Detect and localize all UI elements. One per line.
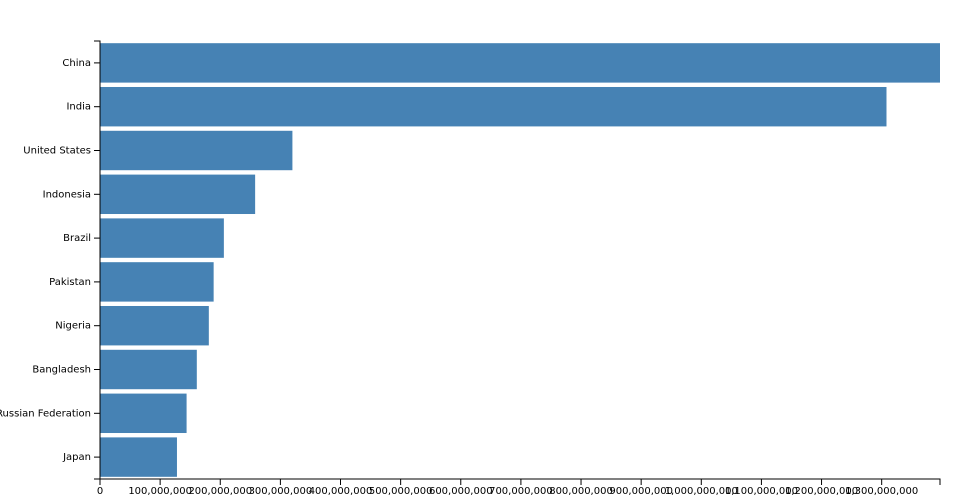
y-tick-label: China [62,58,91,69]
bar-china [100,43,940,83]
x-tick-label: 700,000,000 [489,486,553,497]
bar-japan [100,437,177,477]
y-axis: China India United States Indonesia Brazil Pa… [0,40,101,480]
y-tick-label: United States [23,146,91,157]
bar-brazil [100,218,224,258]
y-axis-line [94,40,101,480]
x-tick-label: 1,200,000,000 [785,486,858,497]
x-tick-label: 800,000,000 [549,486,613,497]
x-tick-label: 1,000,000,000 [665,486,738,497]
x-tick-label: 1,300,000,000 [845,486,918,497]
x-tick-label: 0 [97,486,103,497]
y-tick-label: Bangladesh [32,365,91,376]
y-tick-label: Japan [62,452,91,463]
x-tick-label: 900,000,000 [609,486,673,497]
x-tick-label: 200,000,000 [188,486,252,497]
bar-russian-federation [100,393,187,434]
bar-india [100,86,887,127]
x-axis: 0 100,000,000200,000,000300,000,000400,00… [97,478,941,497]
x-tick-label: 300,000,000 [249,486,313,497]
x-tick-label: 1,100,000,000 [725,486,798,497]
bar-bangladesh [100,349,197,390]
y-tick-label: Russian Federation [0,408,91,419]
y-tick-label: Nigeria [55,321,91,332]
x-tick-label: 400,000,000 [309,486,373,497]
x-tick-label: 100,000,000 [128,486,192,497]
y-tick-label: Pakistan [49,277,91,288]
bars-group [100,43,940,477]
x-tick-label: 500,000,000 [369,486,433,497]
bar-indonesia [100,174,256,215]
x-axis-line [99,478,941,485]
y-tick-label: Brazil [63,233,91,244]
bar-nigeria [100,305,209,346]
bar-pakistan [100,262,214,302]
y-tick-label: Indonesia [43,189,91,200]
y-tick-label: India [66,102,91,113]
bar-united-states [100,130,293,171]
x-tick-label: 600,000,000 [429,486,493,497]
